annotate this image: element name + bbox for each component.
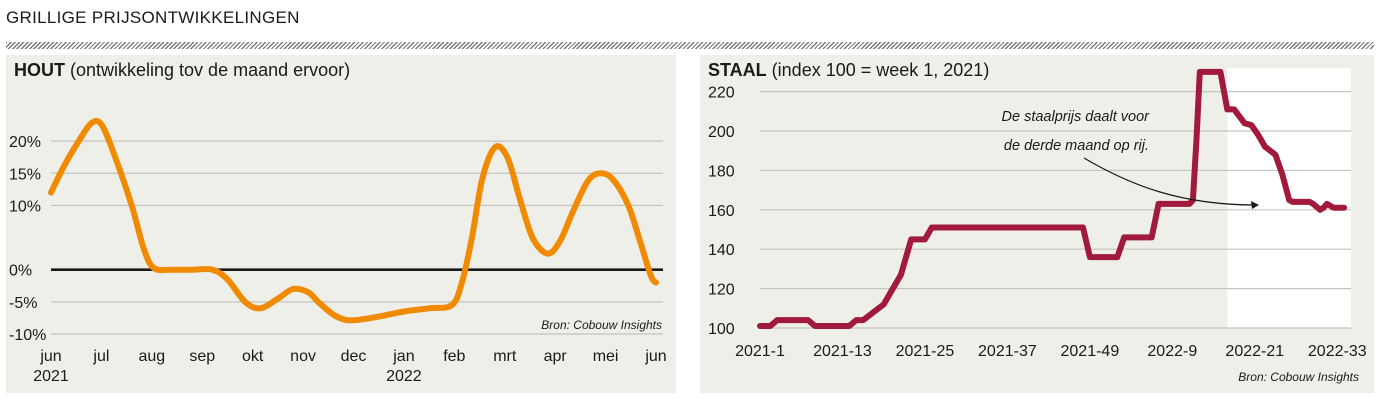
staal-x-tick-label: 2022-21 [1225,343,1284,360]
hout-chart: 20% 15% 10% 0% -5% -10% jun 2021 jul aug sep okt nov… [9,117,667,385]
staal-source-note: Bron: Cobouw Insights [1238,370,1359,384]
staal-y-tick-label: 180 [708,163,735,180]
hout-x-tick-label: jun [644,348,666,365]
hout-x-tick-label: mrt [493,348,517,365]
hout-x-tick-year: 2022 [386,368,422,385]
staal-y-tick-label: 160 [708,203,735,220]
hout-source-note: Bron: Cobouw Insights [541,318,662,332]
hout-x-tick-label: nov [290,348,316,365]
staal-x-tick-label: 2021-13 [813,343,872,360]
staal-y-tick-label: 100 [708,321,735,338]
hout-x-tick-label: okt [242,348,264,365]
hout-x-tick-label: apr [544,348,568,365]
hout-x-tick-year: 2021 [33,368,69,385]
staal-y-tick-label: 220 [708,85,735,102]
staal-x-tick-label: 2021-25 [896,343,955,360]
staal-annotation-arrow [1083,157,1257,206]
staal-annotation-line-2: de derde maand op rij. [1004,138,1149,154]
hout-x-tick-label: dec [341,348,367,365]
staal-chart-title: STAAL (index 100 = week 1, 2021) [708,60,989,81]
hout-title-rest: (ontwikkeling tov de maand ervoor) [65,60,351,80]
hout-y-tick-label: 0% [9,263,32,280]
staal-x-tick-label: 2022-33 [1308,343,1367,360]
hout-title-bold: HOUT [14,60,65,80]
hout-x-tick-label: sep [189,348,215,365]
hout-y-tick-label: -5% [9,295,37,312]
hout-x-tick-label: feb [443,348,465,365]
staal-title-rest: (index 100 = week 1, 2021) [766,60,990,80]
staal-title-bold: STAAL [708,60,767,80]
staal-x-tick-label: 2021-37 [978,343,1037,360]
staal-series-line [757,68,1348,329]
hout-y-tick-label: 10% [9,198,41,215]
hout-x-tick-label: jun [39,348,61,365]
hout-x-tick-label: jan [392,348,414,365]
staal-y-tick-label: 120 [708,282,735,299]
hout-y-tick-label: -10% [9,327,46,344]
hout-x-tick-label: mei [593,348,619,365]
staal-chart-panel: STAAL (index 100 = week 1, 2021) 100 120 1… [700,55,1374,393]
hout-x-tick-label: jul [92,348,109,365]
staal-x-tick-label: 2021-49 [1061,343,1120,360]
staal-chart: 100 120 140 160 180 200 220 2021-1 2021-13 2021-2… [708,68,1367,384]
hout-chart-title: HOUT (ontwikkeling tov de maand ervoor) [14,60,350,81]
staal-y-tick-label: 200 [708,124,735,141]
staal-annotation-arrowhead [1251,201,1259,209]
staal-annotation-line-1: De staalprijs daalt voor [1002,109,1151,125]
page-title: GRILLIGE PRIJSONTWIKKELINGEN [6,8,300,27]
hout-x-tick-label: aug [138,348,165,365]
staal-x-tick-label: 2021-1 [735,343,785,360]
hout-chart-panel: HOUT (ontwikkeling tov de maand ervoor) … [6,55,676,393]
hatched-divider [6,42,1374,49]
hout-y-tick-label: 20% [9,134,41,151]
staal-x-tick-label: 2022-9 [1147,343,1197,360]
staal-y-tick-label: 140 [708,242,735,259]
hout-series-line [48,117,659,324]
hout-y-tick-label: 15% [9,166,41,183]
